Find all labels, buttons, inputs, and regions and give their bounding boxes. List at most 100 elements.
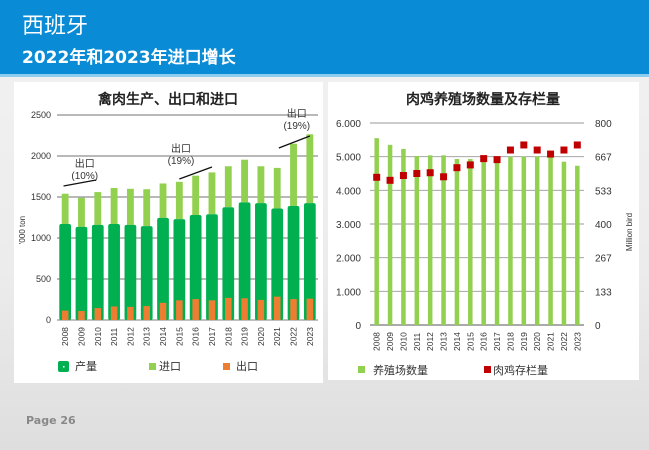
x-tick-label: 2023: [572, 332, 582, 351]
header-banner: [0, 0, 649, 74]
bar-production: [255, 203, 267, 320]
legend-swatch-stock: [484, 366, 491, 373]
marker-stock: [386, 176, 394, 184]
bar-export: [241, 298, 248, 320]
bar-export: [225, 297, 232, 320]
bar-import: [306, 134, 314, 204]
x-tick-label: 2014: [158, 327, 168, 346]
x-tick-label: 2018: [223, 327, 233, 346]
legend-label-farms: 养殖场数量: [373, 363, 428, 377]
bar-import: [143, 189, 151, 227]
bar-import: [241, 159, 249, 203]
bar-farms: [548, 154, 553, 325]
marker-stock: [547, 150, 555, 158]
x-tick-label: 2012: [125, 327, 135, 346]
bar-export: [290, 299, 297, 320]
x-tick-label: 2013: [439, 332, 449, 351]
bar-import: [175, 181, 183, 220]
chart-title: 禽肉生产、出口和进口: [97, 91, 238, 107]
bar-production: [124, 224, 137, 320]
bar-production: [108, 224, 120, 320]
x-tick-label: 2009: [76, 327, 86, 346]
marker-stock: [493, 156, 501, 164]
bar-production: [75, 226, 88, 320]
annotation-label: 出口: [171, 142, 191, 155]
bar-farms: [575, 165, 580, 325]
y2-tick-label: 533: [595, 186, 612, 197]
bar-farms: [454, 159, 460, 325]
y-tick-label: 1000: [31, 233, 51, 243]
annotation-percent: (10%): [71, 171, 98, 182]
y2-tick-label: 0: [595, 321, 601, 332]
marker-stock: [533, 146, 541, 154]
y-tick-label: 0: [355, 321, 361, 332]
x-tick-label: 2015: [174, 327, 184, 346]
marker-stock: [440, 173, 448, 181]
bar-export: [306, 298, 314, 320]
x-tick-label: 2010: [398, 332, 408, 351]
bar-export: [110, 306, 118, 320]
x-tick-label: 2022: [289, 327, 299, 346]
bar-import: [224, 166, 232, 208]
y-tick-label: 2000: [31, 151, 51, 161]
annotation-leader-line: [63, 179, 97, 187]
annotation-leader-line: [179, 166, 213, 180]
marker-stock: [573, 141, 581, 149]
x-tick-label: 2023: [305, 327, 315, 346]
page-subtitle: 2022年和2023年进口增长: [22, 48, 236, 68]
x-tick-label: 2013: [142, 327, 152, 346]
marker-stock: [506, 146, 514, 154]
x-tick-label: 2012: [425, 332, 435, 351]
legend-label-stock: 肉鸡存栏量: [493, 363, 548, 377]
bar-import: [257, 166, 265, 204]
bar-production: [303, 203, 316, 320]
marker-stock: [466, 161, 474, 169]
x-tick-label: 2014: [452, 332, 462, 351]
x-tick-label: 2018: [505, 332, 515, 351]
header-divider: [0, 74, 649, 77]
bar-import: [78, 197, 85, 227]
bar-farms: [534, 156, 540, 325]
x-tick-label: 2011: [412, 332, 422, 351]
page-number: Page 26: [26, 414, 76, 427]
bar-farms: [401, 148, 406, 325]
annotation-label: 出口: [75, 157, 95, 170]
marker-stock: [373, 173, 381, 181]
marker-stock: [453, 164, 461, 172]
bar-export: [143, 306, 150, 320]
marker-stock: [520, 141, 528, 149]
bar-farms: [387, 144, 393, 325]
chart-panel-poultry-trade: 禽肉生产、出口和进口 '000 ton 0 500 1000 1500 2000 2500…: [14, 82, 323, 383]
bar-farms: [508, 156, 513, 325]
bar-production: [206, 214, 218, 320]
bar-farms: [441, 155, 446, 325]
legend-swatch-import: [149, 363, 156, 370]
chart-title: 肉鸡养殖场数量及存栏量: [406, 91, 560, 107]
y-tick-label: 2.000: [336, 254, 361, 265]
legend-label-export: 出口: [236, 359, 258, 373]
marker-stock: [413, 170, 421, 177]
bar-import: [192, 175, 200, 216]
bar-production: [287, 206, 300, 320]
bar-import: [110, 187, 118, 225]
bar-farms: [561, 161, 567, 325]
x-tick-label: 2008: [60, 327, 70, 346]
bar-import: [61, 193, 69, 225]
bar-import: [126, 188, 134, 225]
bar-production: [173, 219, 186, 320]
y2-tick-label: 400: [595, 220, 612, 231]
y2-tick-label: 133: [595, 287, 612, 298]
x-tick-label: 2016: [479, 332, 489, 351]
bar-export: [273, 296, 281, 320]
x-tick-label: 2017: [492, 332, 502, 351]
marker-stock: [560, 146, 568, 154]
bar-farms: [427, 155, 433, 325]
bar-import: [208, 172, 216, 215]
marker-stock: [426, 169, 434, 177]
y-tick-label: 3.000: [336, 220, 361, 231]
bar-production: [271, 208, 284, 320]
x-tick-label: 2011: [109, 327, 119, 346]
x-tick-label: 2020: [532, 332, 542, 351]
annotation-percent: (19%): [283, 121, 310, 132]
bar-export: [78, 310, 85, 320]
